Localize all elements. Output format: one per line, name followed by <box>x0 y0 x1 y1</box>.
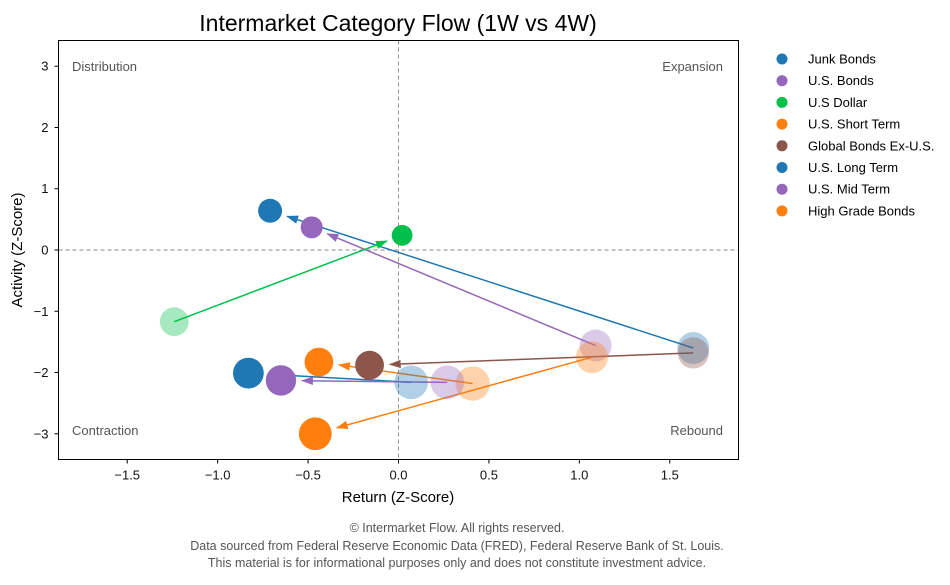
flow-arrow-junk-bonds <box>286 215 694 349</box>
legend-marker <box>776 53 788 65</box>
x-tick-label: −1.0 <box>205 468 231 483</box>
chart-title: Intermarket Category Flow (1W vs 4W) <box>199 10 596 36</box>
x-axis-title: Return (Z-Score) <box>342 489 455 506</box>
current-point-u-s-short-term <box>304 347 334 377</box>
quadrant-label-bottom-left: Contraction <box>72 423 138 438</box>
x-tick-label: 1.5 <box>661 468 679 483</box>
legend-label: U.S Dollar <box>808 95 868 110</box>
legend-item-junk-bonds: Junk Bonds <box>776 52 876 67</box>
legend-label: U.S. Long Term <box>808 160 898 175</box>
prior-point-u-s-mid-term <box>430 365 465 400</box>
legend-item-high-grade-bonds: High Grade Bonds <box>776 203 915 218</box>
footer-copyright: © Intermarket Flow. All rights reserved. <box>350 521 565 535</box>
y-tick-label: 0 <box>41 243 48 258</box>
legend: Junk Bonds U.S. Bonds U.S Dollar U.S. Short… <box>776 52 934 218</box>
legend-marker <box>776 140 788 152</box>
flow-arrow-u-s-mid-term <box>300 376 448 386</box>
reference-lines <box>58 40 739 460</box>
x-axis-ticks: −1.5 −1.0 −0.5 0.0 0.5 1.0 1.5 <box>114 459 679 483</box>
x-tick-label: 0.0 <box>389 468 407 483</box>
flow-arrow-high-grade-bonds <box>335 356 593 429</box>
x-tick-label: 1.0 <box>570 468 588 483</box>
flow-arrow-global-bonds-ex-u-s <box>388 352 694 369</box>
flow-arrows <box>173 215 694 429</box>
y-tick-label: −2 <box>34 365 49 380</box>
legend-label: U.S. Mid Term <box>808 182 890 197</box>
current-points <box>232 198 413 451</box>
prior-point-global-bonds-ex-u-s <box>677 337 709 369</box>
prior-point-u-s-short-term <box>455 366 490 401</box>
legend-item-u-s-mid-term: U.S. Mid Term <box>776 182 890 197</box>
prior-points <box>159 307 710 401</box>
x-tick-label: 0.5 <box>480 468 498 483</box>
prior-point-junk-bonds <box>677 332 710 365</box>
current-point-global-bonds-ex-u-s <box>355 350 384 380</box>
current-point-u-s-bonds <box>300 216 323 239</box>
x-tick-label: −1.5 <box>114 468 140 483</box>
current-point-high-grade-bonds <box>298 417 332 451</box>
quadrant-label-top-right: Expansion <box>662 59 723 74</box>
legend-item-u-s-bonds: U.S. Bonds <box>776 73 874 88</box>
y-tick-label: −1 <box>34 304 49 319</box>
flow-arrow-u-s-bonds <box>326 233 596 347</box>
prior-point-u-s-long-term <box>394 365 428 400</box>
legend-label: Global Bonds Ex-U.S. <box>808 138 934 153</box>
legend-marker <box>776 75 788 87</box>
prior-point-u-s-bonds <box>579 329 612 362</box>
legend-item-u-s-long-term: U.S. Long Term <box>776 160 898 175</box>
legend-marker <box>776 118 788 130</box>
legend-marker <box>776 162 788 173</box>
quadrant-label-top-left: Distribution <box>72 59 137 74</box>
legend-item-global-bonds-ex-u-s: Global Bonds Ex-U.S. <box>776 138 934 153</box>
legend-label: U.S. Short Term <box>808 117 900 132</box>
prior-point-u-s-dollar <box>159 307 189 337</box>
current-point-u-s-mid-term <box>265 365 297 396</box>
y-tick-label: 2 <box>41 120 48 135</box>
current-point-u-s-long-term <box>232 357 264 389</box>
x-tick-label: −0.5 <box>295 468 321 483</box>
y-tick-label: 1 <box>41 181 48 196</box>
legend-marker <box>776 96 788 108</box>
current-point-u-s-dollar <box>391 224 413 246</box>
y-tick-label: −3 <box>34 426 49 441</box>
legend-marker <box>776 183 788 195</box>
footer-source: Data sourced from Federal Reserve Econom… <box>190 539 724 553</box>
prior-point-high-grade-bonds <box>576 341 609 374</box>
y-axis-title: Activity (Z-Score) <box>9 192 26 307</box>
y-axis-ticks: 3 2 1 0 −1 −2 −3 <box>34 59 59 441</box>
flow-arrow-u-s-dollar <box>173 240 388 323</box>
legend-label: High Grade Bonds <box>808 203 915 218</box>
legend-label: U.S. Bonds <box>808 73 874 88</box>
y-tick-label: 3 <box>41 59 48 74</box>
legend-label: Junk Bonds <box>808 52 876 67</box>
legend-item-u-s-short-term: U.S. Short Term <box>776 117 900 132</box>
legend-item-u-s-dollar: U.S Dollar <box>776 95 868 110</box>
current-point-junk-bonds <box>258 198 283 223</box>
quadrant-label-bottom-right: Rebound <box>670 423 723 438</box>
footer-disclaimer: This material is for informational purpo… <box>208 556 706 570</box>
legend-marker <box>776 205 788 217</box>
